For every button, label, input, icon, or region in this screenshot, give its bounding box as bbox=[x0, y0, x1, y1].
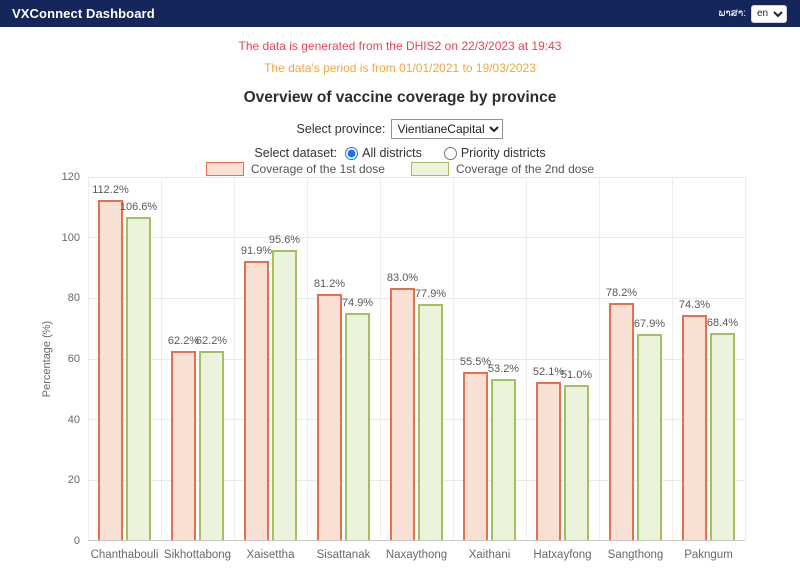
bar-dose2-pakngum[interactable] bbox=[710, 333, 735, 540]
x-category-label: Sangthong bbox=[607, 549, 664, 561]
language-label: ພາສາ: bbox=[718, 8, 746, 19]
bar-dose2-hatxayfong[interactable] bbox=[564, 385, 589, 540]
bar-dose1-sisattanak[interactable] bbox=[317, 294, 342, 540]
data-generated-notice: The data is generated from the DHIS2 on … bbox=[238, 39, 562, 53]
bar-dose1-sangthong[interactable] bbox=[609, 303, 634, 540]
v-gridline bbox=[452, 177, 454, 540]
bar-value-label: 91.9% bbox=[240, 245, 273, 257]
x-category-label: Hatxayfong bbox=[533, 549, 592, 561]
v-gridline bbox=[306, 177, 308, 540]
v-gridline bbox=[671, 177, 673, 540]
x-category-label: Pakngum bbox=[684, 549, 733, 561]
priority-districts-radio-label: Priority districts bbox=[460, 146, 546, 160]
h-gridline bbox=[88, 479, 745, 481]
province-control-row: Select province: VientianeCapital bbox=[0, 119, 800, 139]
x-category-label: Sisattanak bbox=[316, 549, 371, 561]
dose1-legend-label: Coverage of the 1st dose bbox=[250, 162, 385, 176]
bar-value-label: 67.9% bbox=[633, 318, 666, 330]
h-gridline bbox=[88, 358, 745, 360]
x-category-label: Xaithani bbox=[468, 549, 511, 561]
bar-value-label: 74.3% bbox=[678, 299, 711, 311]
bar-dose2-sisattanak[interactable] bbox=[345, 313, 370, 540]
bar-value-label: 78.2% bbox=[605, 287, 638, 299]
language-switcher: ພາສາ: en bbox=[718, 4, 787, 23]
x-category-label: Naxaythong bbox=[385, 549, 448, 561]
y-tick-label: 60 bbox=[67, 353, 80, 365]
bar-dose1-chanthabouli[interactable] bbox=[98, 200, 123, 540]
data-period-notice: The data's period is from 01/01/2021 to … bbox=[264, 61, 536, 75]
dose2-legend-label: Coverage of the 2nd dose bbox=[455, 162, 595, 176]
y-tick-label: 20 bbox=[67, 474, 80, 487]
bar-dose2-xaisettha[interactable] bbox=[272, 250, 297, 540]
y-tick-label: 0 bbox=[73, 535, 80, 547]
bar-value-label: 83.0% bbox=[386, 272, 419, 284]
v-gridline bbox=[598, 177, 600, 540]
h-gridline bbox=[88, 419, 745, 421]
h-gridline bbox=[88, 237, 745, 239]
all-districts-radio-label: All districts bbox=[362, 146, 422, 160]
h-gridline bbox=[88, 176, 745, 178]
app-title: VXConnect Dashboard bbox=[12, 6, 155, 21]
bar-dose1-xaisettha[interactable] bbox=[244, 261, 269, 540]
y-tick-label: 100 bbox=[61, 231, 80, 244]
y-tick-label: 40 bbox=[67, 413, 80, 426]
dose2-legend-swatch bbox=[410, 162, 449, 176]
v-gridline bbox=[525, 177, 527, 540]
priority-districts-radio[interactable] bbox=[443, 146, 457, 160]
page-title: Overview of vaccine coverage by province bbox=[243, 89, 557, 106]
province-select[interactable]: VientianeCapital bbox=[391, 119, 504, 139]
bar-value-label: 52.1% bbox=[532, 366, 565, 378]
top-navbar: VXConnect Dashboard ພາສາ: en bbox=[0, 0, 800, 27]
v-gridline bbox=[87, 177, 89, 540]
bar-value-label: 62.2% bbox=[195, 335, 228, 347]
bar-value-label: 77.9% bbox=[414, 288, 447, 300]
bar-value-label: 74.9% bbox=[341, 297, 374, 309]
province-label: Select province: bbox=[296, 122, 386, 136]
bar-dose1-sikhottabong[interactable] bbox=[171, 351, 196, 540]
bar-dose1-xaithani[interactable] bbox=[463, 372, 488, 540]
main-content: The data is generated from the DHIS2 on … bbox=[0, 27, 800, 571]
y-tick-label: 80 bbox=[67, 292, 80, 305]
x-category-label: Xaisettha bbox=[246, 549, 295, 561]
bar-value-label: 68.4% bbox=[706, 317, 739, 329]
bar-value-label: 81.2% bbox=[313, 278, 346, 290]
bar-dose2-xaithani[interactable] bbox=[491, 379, 516, 540]
dose1-legend-swatch bbox=[205, 162, 244, 176]
bar-dose2-sangthong[interactable] bbox=[637, 334, 662, 540]
bar-value-label: 62.2% bbox=[167, 335, 200, 347]
coverage-bar-chart: Coverage of the 1st dose Coverage of the… bbox=[0, 162, 800, 571]
h-gridline bbox=[88, 297, 745, 299]
bar-dose2-chanthabouli[interactable] bbox=[126, 217, 151, 540]
chart-legend: Coverage of the 1st dose Coverage of the… bbox=[0, 162, 800, 176]
bar-value-label: 95.6% bbox=[268, 234, 301, 246]
legend-item-dose1[interactable]: Coverage of the 1st dose bbox=[205, 162, 385, 176]
dataset-label: Select dataset: bbox=[254, 146, 338, 160]
bar-dose1-pakngum[interactable] bbox=[682, 315, 707, 540]
bar-value-label: 53.2% bbox=[487, 363, 520, 375]
v-gridline bbox=[160, 177, 162, 540]
x-category-label: Chanthabouli bbox=[90, 549, 159, 561]
bar-dose2-naxaythong[interactable] bbox=[418, 304, 443, 540]
x-category-label: Sikhottabong bbox=[163, 549, 232, 561]
dataset-option-priority-districts[interactable]: Priority districts bbox=[443, 146, 546, 160]
v-gridline bbox=[379, 177, 381, 540]
bar-value-label: 106.6% bbox=[119, 201, 158, 213]
plot-area: 112.2% 106.6% 62.2% 62.2% 91.9% 95.6% 81.2% 74.… bbox=[87, 176, 746, 541]
bar-value-label: 112.2% bbox=[92, 184, 129, 196]
bar-value-label: 55.5% bbox=[459, 356, 492, 368]
dataset-control-row: Select dataset: All districts Priority d… bbox=[0, 146, 800, 160]
bar-dose1-naxaythong[interactable] bbox=[390, 288, 415, 540]
dataset-option-all-districts[interactable]: All districts bbox=[345, 146, 422, 160]
legend-item-dose2[interactable]: Coverage of the 2nd dose bbox=[410, 162, 595, 176]
language-select[interactable]: en bbox=[751, 4, 787, 23]
v-gridline bbox=[233, 177, 235, 540]
all-districts-radio[interactable] bbox=[345, 146, 359, 160]
bar-dose1-hatxayfong[interactable] bbox=[536, 382, 561, 540]
v-gridline bbox=[744, 177, 746, 540]
bar-value-label: 51.0% bbox=[560, 369, 593, 381]
bar-dose2-sikhottabong[interactable] bbox=[199, 351, 224, 540]
y-tick-label: 120 bbox=[61, 171, 80, 183]
